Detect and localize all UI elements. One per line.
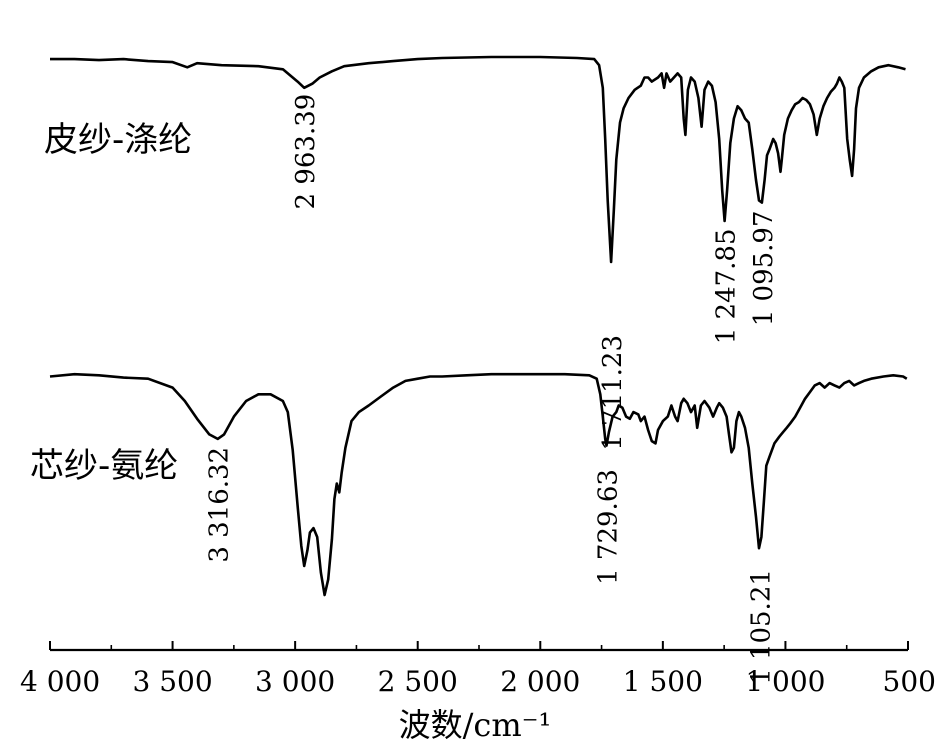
series-label-core: 芯纱-氨纶 bbox=[30, 446, 179, 486]
peak-label: 1 095.97 bbox=[749, 211, 779, 327]
peak-label: 1 247.85 bbox=[712, 229, 742, 345]
x-tick-label: 3 000 bbox=[255, 665, 335, 698]
x-axis: 4 000 3 500 3 000 2 500 2 000 1 500 1 000 500 bbox=[20, 641, 936, 698]
series-line-sheath bbox=[50, 55, 906, 264]
peak-label: 1 711.23 bbox=[598, 335, 628, 451]
series-label-sheath: 皮纱-涤纶 bbox=[44, 120, 193, 160]
annotation-layer: 2 963.39 1 711.23 1 247.85 1 095.97 3 316.32… bbox=[205, 94, 779, 685]
x-tick-label: 2 500 bbox=[378, 665, 458, 698]
series-layer bbox=[49, 55, 908, 597]
x-tick-label: 4 000 bbox=[20, 665, 100, 698]
x-axis-title: 波数/cm⁻¹ bbox=[398, 706, 552, 744]
peak-label: 2 963.39 bbox=[291, 94, 321, 210]
series-line-core bbox=[49, 372, 908, 597]
peak-label: 1 105.21 bbox=[747, 569, 777, 685]
peak-label: 3 316.32 bbox=[205, 447, 235, 563]
x-tick-label: 1 000 bbox=[745, 665, 825, 698]
x-tick-label: 2 000 bbox=[500, 665, 580, 698]
x-tick-label: 500 bbox=[883, 665, 936, 698]
x-tick-label: 3 500 bbox=[132, 665, 212, 698]
peak-label: 1 729.63 bbox=[594, 469, 624, 585]
x-tick-label: 1 500 bbox=[623, 665, 703, 698]
